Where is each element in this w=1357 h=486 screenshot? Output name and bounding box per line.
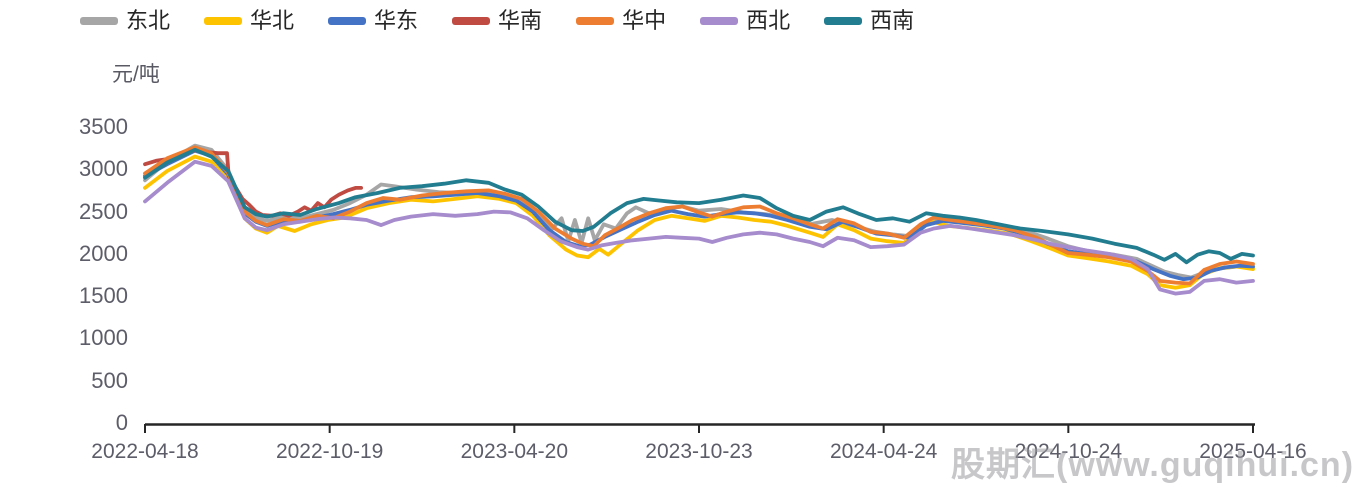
x-tick-label-2023-04-20: 2023-04-20 <box>460 440 569 463</box>
series-line-southwest <box>143 147 1255 265</box>
legend-label-central: 华中 <box>622 8 667 33</box>
legend-swatch-northwest <box>700 17 739 25</box>
chart-legend: 东北 华北 华东 华南 华中 西北 西南 <box>80 6 914 36</box>
legend-item-central: 华中 <box>576 10 666 32</box>
legend-label-northeast: 东北 <box>126 8 171 33</box>
legend-swatch-east <box>328 17 367 25</box>
y-tick-label-1500: 1500 <box>79 283 128 309</box>
y-tick-label-3500: 3500 <box>79 114 128 139</box>
y-axis-unit-label: 元/吨 <box>112 63 160 86</box>
x-tick-label-2024-04-24: 2024-04-24 <box>829 440 938 463</box>
legend-item-south: 华南 <box>452 10 542 32</box>
legend-item-southwest: 西南 <box>824 10 914 32</box>
y-tick-label-0: 0 <box>115 410 128 435</box>
legend-swatch-southwest <box>824 17 863 25</box>
y-tick-label-3000: 3000 <box>79 156 128 182</box>
legend-swatch-northeast <box>80 17 118 25</box>
y-tick-label-2000: 2000 <box>79 240 128 266</box>
legend-item-north: 华北 <box>204 10 294 32</box>
y-tick-label-2500: 2500 <box>79 198 128 224</box>
legend-swatch-central <box>576 17 615 25</box>
x-tick-label-2023-10-23: 2023-10-23 <box>645 440 753 463</box>
legend-label-northwest: 西北 <box>746 8 791 33</box>
x-tick-label-2025-04-16: 2025-04-16 <box>1199 440 1307 463</box>
y-tick-label-1000: 1000 <box>79 325 128 351</box>
legend-item-northeast: 东北 <box>80 10 170 32</box>
legend-swatch-north <box>204 17 243 25</box>
x-tick-label-2022-04-18: 2022-04-18 <box>91 440 199 463</box>
legend-item-northwest: 西北 <box>700 10 790 32</box>
series-line-northwest <box>143 159 1255 296</box>
y-tick-label-500: 500 <box>91 367 128 393</box>
x-tick-label-2024-10-24: 2024-10-24 <box>1014 440 1123 463</box>
legend-label-north: 华北 <box>250 8 295 33</box>
watermark: 股期汇(www.guqihui.cn) <box>951 446 1355 484</box>
legend-label-southwest: 西南 <box>870 8 915 33</box>
series-line-north <box>143 154 1255 290</box>
legend-swatch-south <box>452 17 491 25</box>
x-tick-label-2022-10-19: 2022-10-19 <box>275 440 384 463</box>
legend-item-east: 华东 <box>328 10 418 32</box>
legend-label-east: 华东 <box>374 8 419 33</box>
legend-label-south: 华南 <box>498 8 543 33</box>
